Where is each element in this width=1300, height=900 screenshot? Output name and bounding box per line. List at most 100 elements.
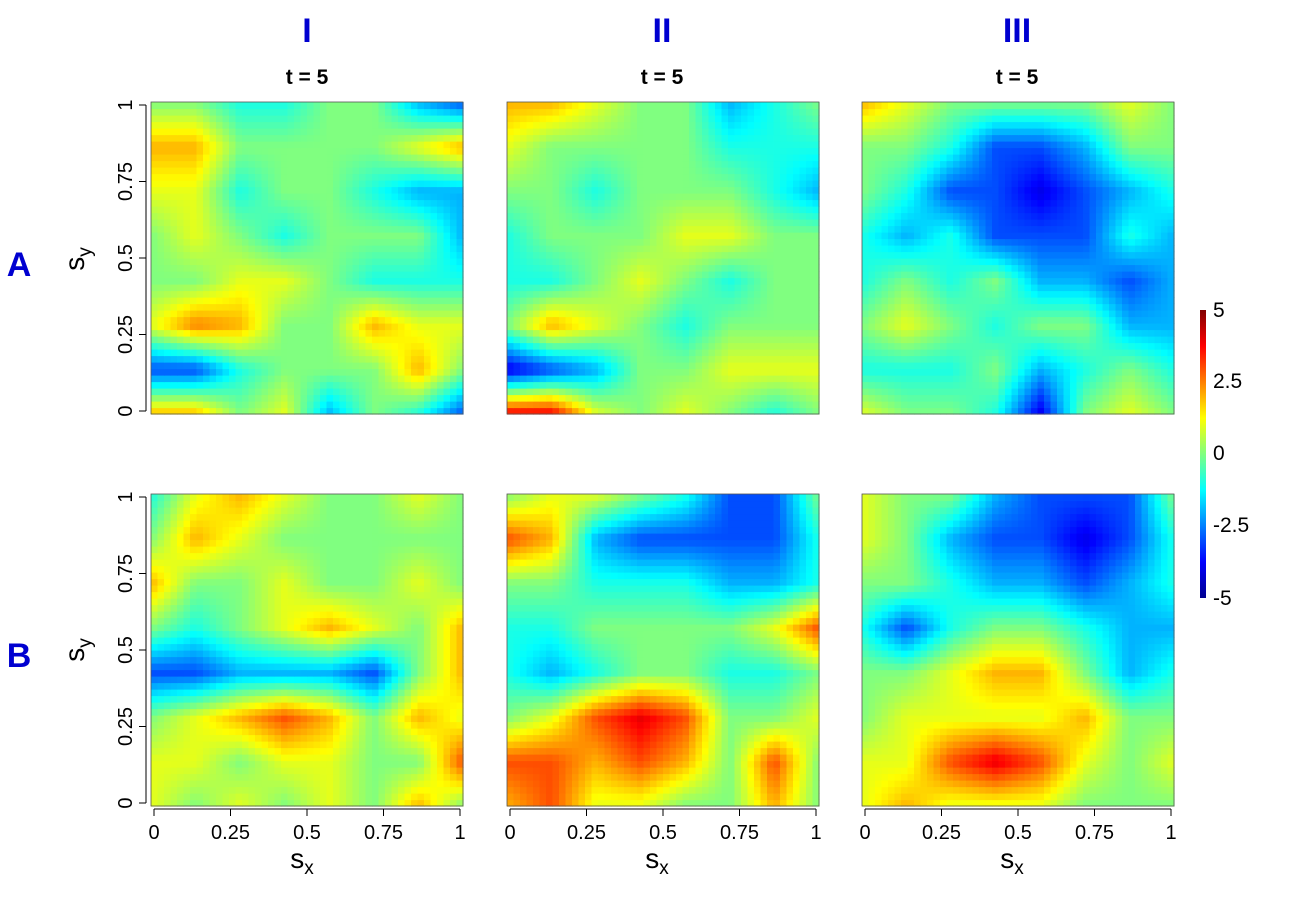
heatmap-cell [559,362,567,370]
heatmap-cell [391,303,399,311]
heatmap-cell [972,362,980,370]
heatmap-cell [417,102,425,110]
heatmap-cell [721,167,729,175]
heatmap-cell [359,108,367,116]
heatmap-cell [793,160,801,168]
heatmap-cell [177,264,185,272]
heatmap-cell [326,141,334,149]
heatmap-panels [150,101,1175,807]
heatmap-cell [520,219,528,227]
heatmap-cell [255,238,263,246]
heatmap-cell [203,115,211,123]
heatmap-cell [572,134,580,142]
heatmap-cell [676,407,684,415]
heatmap-cell [598,381,606,389]
heatmap-cell [526,167,534,175]
heatmap-cell [320,173,328,181]
heatmap-cell [572,108,580,116]
heatmap-cell [359,206,367,214]
heatmap-cell [164,342,172,350]
heatmap-cell [643,160,651,168]
heatmap-cell [346,336,354,344]
heatmap-cell [656,290,664,298]
heatmap-cell [411,342,419,350]
heatmap-cell [598,212,606,220]
heatmap-cell [352,134,360,142]
heatmap-cell [617,108,625,116]
heatmap-cell [372,297,380,305]
heatmap-cell [281,245,289,253]
heatmap-cell [611,316,619,324]
heatmap-cell [920,401,928,409]
heatmap-cell [656,310,664,318]
heatmap-cell [786,388,794,396]
heatmap-cell [456,329,464,337]
heatmap-cell [780,212,788,220]
heatmap-cell [242,349,250,357]
heatmap-cell [773,375,781,383]
heatmap-cell [767,388,775,396]
heatmap-cell [760,225,768,233]
heatmap-cell [248,284,256,292]
heatmap-cell [741,141,749,149]
heatmap-cell [715,154,723,162]
heatmap-cell [307,186,315,194]
heatmap-cell [157,102,165,110]
heatmap-cell [604,141,612,149]
heatmap-cell [320,206,328,214]
heatmap-cell [261,407,269,415]
heatmap-cell [307,310,315,318]
heatmap-cell [572,199,580,207]
heatmap-cell [578,329,586,337]
heatmap-cell [177,355,185,363]
heatmap-cell [637,297,645,305]
heatmap-cell [507,180,515,188]
heatmap-cell [689,115,697,123]
heatmap-cell [630,297,638,305]
heatmap-cell [985,388,993,396]
heatmap-cell [424,232,432,240]
heatmap-cell [598,180,606,188]
heatmap-cell [235,310,243,318]
heatmap-cell [391,290,399,298]
heatmap-cell [793,394,801,402]
heatmap-cell [747,232,755,240]
heatmap-cell [617,303,625,311]
heatmap-cell [235,160,243,168]
heatmap-cell [741,115,749,123]
heatmap-cell [539,297,547,305]
heatmap-cell [417,381,425,389]
heatmap-cell [526,160,534,168]
heatmap-cell [708,108,716,116]
heatmap-cell [235,407,243,415]
heatmap-cell [992,368,1000,376]
heatmap-cell [443,173,451,181]
heatmap-cell [604,180,612,188]
heatmap-cell [669,297,677,305]
heatmap-cell [520,212,528,220]
heatmap-cell [151,290,159,298]
heatmap-cell [170,186,178,194]
heatmap-cell [417,193,425,201]
heatmap-cell [881,407,889,415]
heatmap-cell [294,284,302,292]
heatmap-cell [617,310,625,318]
heatmap-cell [1167,407,1175,415]
heatmap-cell [793,355,801,363]
heatmap-cell [372,193,380,201]
heatmap-cell [281,238,289,246]
heatmap-cell [578,134,586,142]
heatmap-cell [398,232,406,240]
heatmap-cell [157,134,165,142]
heatmap-cell [682,349,690,357]
heatmap-cell [248,154,256,162]
heatmap-cell [177,102,185,110]
heatmap-cell [572,323,580,331]
heatmap-cell [526,271,534,279]
heatmap-cell [177,258,185,266]
heatmap-cell [799,160,807,168]
heatmap-cell [624,251,632,259]
heatmap-cell [443,147,451,155]
heatmap-cell [300,258,308,266]
heatmap-cell [157,232,165,240]
